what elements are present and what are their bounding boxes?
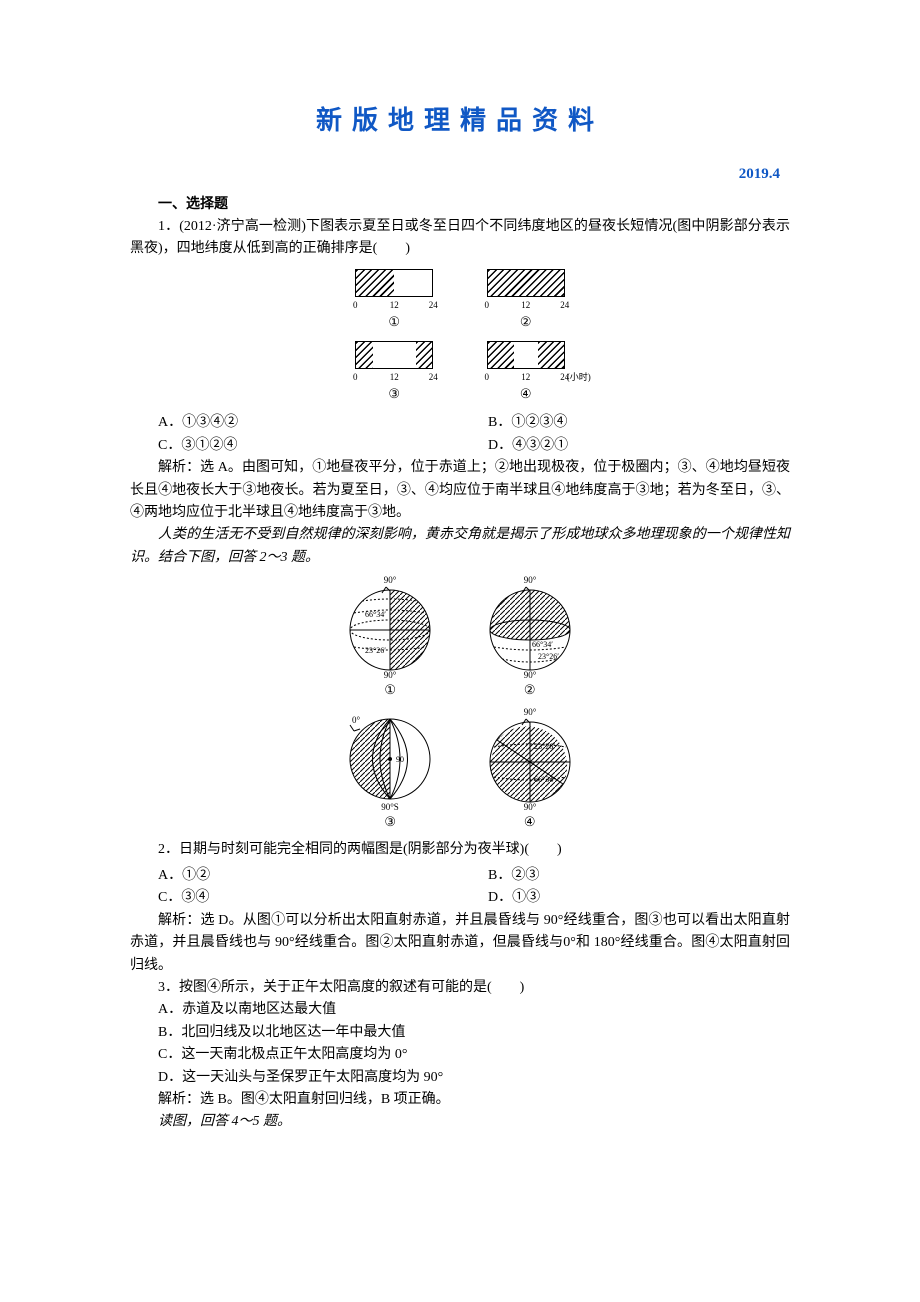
q2-opt-b: B．②③ xyxy=(460,865,790,887)
svg-text:66°34′: 66°34′ xyxy=(534,775,555,784)
q3-opt-d: D．这一天汕头与圣保罗正午太阳高度均为 90° xyxy=(130,1067,790,1089)
globe-1: 90° 66°34′ 23°26′ 90° ① xyxy=(340,575,440,701)
bar-label: ① xyxy=(355,312,433,333)
q1-opt-b: B．①②③④ xyxy=(460,412,790,434)
svg-text:90°: 90° xyxy=(523,670,536,680)
axis-tick: 24 xyxy=(560,298,569,312)
q1-opt-a: A．①③④② xyxy=(130,412,460,434)
globe-label: ③ xyxy=(340,812,440,833)
axis-tick: 0 xyxy=(353,298,358,312)
page-title: 新版地理精品资料 xyxy=(130,100,790,142)
axis-tick: 0 xyxy=(485,370,490,384)
axis-tick: 12 xyxy=(521,370,530,384)
q2-explain: 解析：选 D。从图①可以分析出太阳直射赤道，并且晨昏线与 90°经线重合，图③也… xyxy=(130,910,790,977)
passage-2-3: 人类的生活无不受到自然规律的深刻影响，黄赤交角就是揭示了形成地球众多地理现象的一… xyxy=(130,524,790,569)
date-text: 2019.4 xyxy=(130,162,790,186)
q1-bars-row2: 0 12 24 ③ 0 12 24 (小时) ④ xyxy=(130,341,790,405)
q2-opt-d: D．①③ xyxy=(460,887,790,909)
globe-4: 90° 23°26′ 66°34′ 90° ④ xyxy=(480,707,580,833)
svg-text:90°: 90° xyxy=(523,802,536,812)
bar-label: ④ xyxy=(487,384,565,405)
axis-tick: 12 xyxy=(390,298,399,312)
svg-text:66°34′: 66°34′ xyxy=(532,640,553,649)
q1-opt-c: C．③①②④ xyxy=(130,435,460,457)
svg-text:0°: 0° xyxy=(352,715,361,725)
svg-text:90°S: 90°S xyxy=(381,802,399,812)
axis-tick: 24 xyxy=(429,298,438,312)
globes-row-2: 0° 90 90°S ③ 90° xyxy=(130,707,790,833)
globe-svg-4: 90° 23°26′ 66°34′ 90° xyxy=(480,707,580,812)
globe-label: ② xyxy=(480,680,580,701)
axis-tick: 12 xyxy=(390,370,399,384)
bar-fig-2: 0 12 24 ② xyxy=(487,269,565,333)
svg-text:90°: 90° xyxy=(384,575,397,585)
q1-stem: 1．(2012·济宁高一检测)下图表示夏至日或冬至日四个不同纬度地区的昼夜长短情… xyxy=(130,216,790,261)
svg-text:90°: 90° xyxy=(523,707,536,717)
svg-text:23°26′: 23°26′ xyxy=(534,742,555,751)
globe-svg-3: 0° 90 90°S xyxy=(340,707,440,812)
axis-tick: 24 xyxy=(429,370,438,384)
svg-text:90°: 90° xyxy=(523,575,536,585)
bar-label: ② xyxy=(487,312,565,333)
q4-intro: 读图，回答 4～5 题。 xyxy=(130,1111,790,1133)
q2-options: A．①② C．③④ B．②③ D．①③ xyxy=(130,865,790,910)
q1-options: A．①③④② C．③①②④ B．①②③④ D．④③②① xyxy=(130,412,790,457)
q3-opt-a: A．赤道及以南地区达最大值 xyxy=(130,999,790,1021)
svg-text:90°: 90° xyxy=(384,670,397,680)
q2-stem: 2．日期与时刻可能完全相同的两幅图是(阴影部分为夜半球)( ) xyxy=(130,839,790,861)
svg-text:23°26′: 23°26′ xyxy=(538,652,559,661)
svg-text:90: 90 xyxy=(396,755,404,764)
globe-label: ① xyxy=(340,680,440,701)
q1-explain: 解析：选 A。由图可知，①地昼夜平分，位于赤道上；②地出现极夜，位于极圈内；③、… xyxy=(130,457,790,524)
bar-label: ③ xyxy=(355,384,433,405)
bar-fig-3: 0 12 24 ③ xyxy=(355,341,433,405)
q2-opt-c: C．③④ xyxy=(130,887,460,909)
axis-tick: 0 xyxy=(485,298,490,312)
svg-text:23°26′: 23°26′ xyxy=(365,646,386,655)
bar-fig-1: 0 12 24 ① xyxy=(355,269,433,333)
globe-svg-2: 90° 66°34′ 23°26′ 90° xyxy=(480,575,580,680)
axis-tick: 12 xyxy=(521,298,530,312)
globe-3: 0° 90 90°S ③ xyxy=(340,707,440,833)
q1-opt-d: D．④③②① xyxy=(460,435,790,457)
globes-row-1: 90° 66°34′ 23°26′ 90° ① xyxy=(130,575,790,701)
globe-svg-1: 90° 66°34′ 23°26′ 90° xyxy=(340,575,440,680)
axis-tick: 0 xyxy=(353,370,358,384)
q2-opt-a: A．①② xyxy=(130,865,460,887)
q3-opt-c: C．这一天南北极点正午太阳高度均为 0° xyxy=(130,1044,790,1066)
svg-text:66°34′: 66°34′ xyxy=(365,610,386,619)
q3-explain: 解析：选 B。图④太阳直射回归线，B 项正确。 xyxy=(130,1089,790,1111)
q3-opt-b: B．北回归线及以北地区达一年中最大值 xyxy=(130,1022,790,1044)
q1-bars-row1: 0 12 24 ① 0 12 24 ② xyxy=(130,269,790,333)
section-heading: 一、选择题 xyxy=(130,194,790,216)
bar-fig-4: 0 12 24 (小时) ④ xyxy=(487,341,565,405)
q3-stem: 3．按图④所示，关于正午太阳高度的叙述有可能的是( ) xyxy=(130,977,790,999)
axis-unit: (小时) xyxy=(567,370,591,384)
globe-2: 90° 66°34′ 23°26′ 90° ② xyxy=(480,575,580,701)
globe-label: ④ xyxy=(480,812,580,833)
